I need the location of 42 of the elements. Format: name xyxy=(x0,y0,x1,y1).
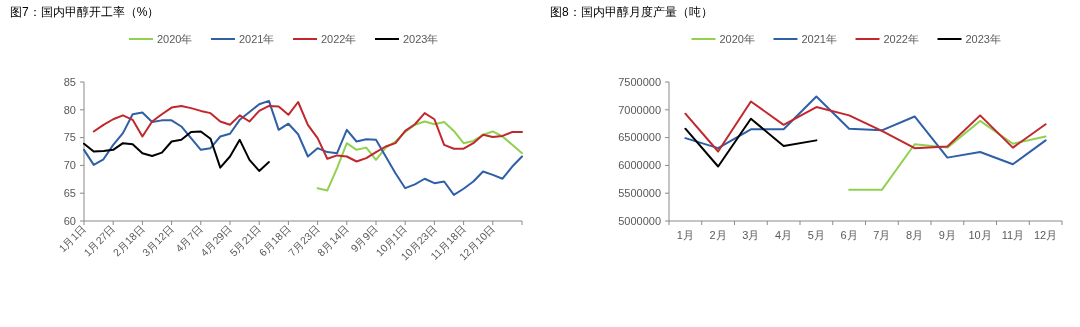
line-series xyxy=(83,99,523,196)
line-series xyxy=(684,100,1047,153)
line-series xyxy=(92,101,523,163)
chart-title: 图7：国内甲醇开工率（%） xyxy=(10,5,160,19)
y-tick-label: 80 xyxy=(63,103,76,116)
legend-label: 2021年 xyxy=(239,32,275,45)
y-tick-label: 7000000 xyxy=(618,103,661,116)
x-tick-label: 10月 xyxy=(968,229,992,241)
x-tick-label: 7月 xyxy=(873,229,891,241)
legend-label: 2021年 xyxy=(801,32,837,45)
y-tick-label: 60 xyxy=(63,214,76,227)
y-tick-label: 6000000 xyxy=(618,159,661,172)
y-tick-label: 65 xyxy=(63,187,76,200)
x-tick-label: 2月 xyxy=(709,229,727,241)
line-series xyxy=(684,117,818,168)
legend-label: 2023年 xyxy=(965,32,1001,45)
legend-label: 2022年 xyxy=(321,32,357,45)
x-tick-label: 1月 xyxy=(676,229,694,241)
line-series xyxy=(316,120,523,192)
line-series xyxy=(848,119,1047,191)
x-tick-label: 3月 xyxy=(742,229,760,241)
chart-title: 图8：国内甲醇月度产量（吨） xyxy=(550,5,713,19)
legend-label: 2022年 xyxy=(883,32,919,45)
x-tick-label: 11月 xyxy=(1001,229,1025,241)
x-tick-label: 9月 xyxy=(938,229,956,241)
x-tick-label: 4月 xyxy=(775,229,793,241)
y-tick-label: 85 xyxy=(63,75,76,88)
line-series xyxy=(684,95,1047,166)
legend-label: 2020年 xyxy=(157,32,193,45)
x-tick-label: 12月 xyxy=(1034,229,1058,241)
y-tick-label: 70 xyxy=(63,159,76,172)
y-tick-label: 5000000 xyxy=(618,214,661,227)
legend-label: 2020年 xyxy=(719,32,755,45)
line-series xyxy=(83,130,270,172)
legend-label: 2023年 xyxy=(403,32,439,45)
y-tick-label: 5500000 xyxy=(618,187,661,200)
x-tick-label: 8月 xyxy=(906,229,924,241)
y-tick-label: 6500000 xyxy=(618,131,661,144)
x-tick-label: 5月 xyxy=(807,229,825,241)
x-tick-label: 6月 xyxy=(840,229,858,241)
y-tick-label: 75 xyxy=(63,131,76,144)
y-tick-label: 7500000 xyxy=(618,75,661,88)
